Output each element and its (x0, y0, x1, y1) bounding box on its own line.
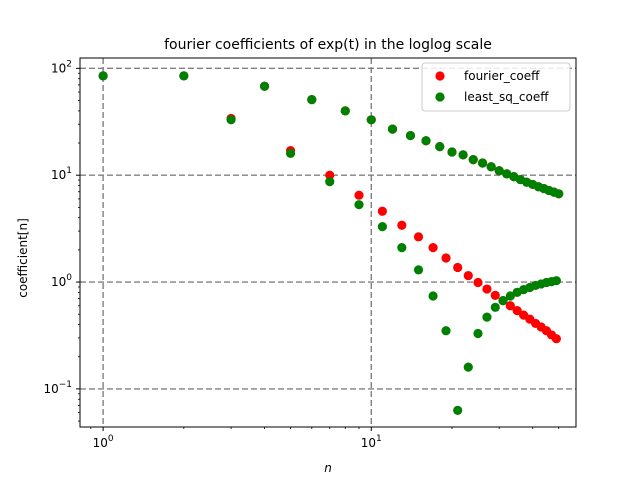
fourier_coeff-point (397, 220, 407, 230)
least_sq_coeff-point (453, 405, 463, 415)
least_sq_coeff-point (458, 150, 468, 160)
x-tick-label: 101 (361, 434, 382, 450)
y-tick-label: 10−1 (43, 380, 72, 396)
fourier_coeff-point (413, 232, 424, 242)
least_sq_coeff-point (285, 148, 296, 158)
least_sq_coeff-point (354, 200, 364, 210)
least_sq_coeff-point (498, 296, 508, 306)
least_sq_coeff-point (259, 81, 270, 91)
least_sq_coeff-point (179, 71, 189, 81)
y-axis: 10−1 100 101 102 (43, 59, 80, 396)
least_sq_coeff-point (405, 130, 416, 141)
fourier_coeff-point (354, 190, 364, 200)
fourier_coeff-point (512, 306, 522, 316)
least_sq_coeff-point (340, 106, 350, 116)
least_sq_coeff-point (397, 243, 407, 253)
least_sq_coeff-point (447, 147, 457, 157)
plot-background (80, 58, 576, 427)
fourier_coeff-point (463, 270, 473, 281)
fourier_coeff-point (490, 290, 500, 301)
series-least_sq_coeff (98, 71, 564, 415)
legend-marker (435, 71, 445, 81)
fourier_coeff-point (441, 253, 451, 263)
least_sq_coeff-point (482, 312, 492, 322)
least_sq_coeff-point (435, 142, 445, 152)
least_sq_coeff-point (441, 326, 451, 336)
least_sq_coeff-point (421, 136, 431, 146)
least_sq_coeff-point (490, 302, 500, 312)
fourier_coeff-point (482, 284, 492, 294)
least_sq_coeff-point (325, 177, 335, 187)
chart-title: fourier coefficients of exp(t) in the lo… (164, 37, 492, 53)
least_sq_coeff-point (551, 276, 561, 286)
least_sq_coeff-point (554, 189, 564, 199)
least_sq_coeff-point (477, 158, 488, 168)
y-tick-label: 100 (51, 273, 72, 289)
x-tick-label: 100 (93, 434, 114, 450)
legend-label: fourier_coeff (464, 69, 540, 83)
least_sq_coeff-point (226, 115, 236, 125)
fourier_coeff-point (551, 334, 561, 344)
least_sq_coeff-point (502, 169, 512, 179)
least_sq_coeff-point (486, 162, 496, 172)
x-axis-label: n (324, 461, 332, 475)
least_sq_coeff-point (468, 154, 478, 165)
plot-frame (79, 57, 577, 428)
least_sq_coeff-point (366, 115, 376, 125)
fourier_coeff-point (325, 170, 335, 180)
y-axis-label: coefficient[n] (16, 218, 30, 298)
least_sq_coeff-point (377, 222, 387, 232)
y-tick-label: 102 (51, 59, 72, 75)
legend-marker (435, 92, 445, 102)
least_sq_coeff-point (473, 328, 483, 339)
fourier_coeff-point (428, 243, 438, 253)
fourier_coeff-point (453, 262, 463, 273)
fourier_coeff-point (505, 301, 515, 311)
least_sq_coeff-point (428, 291, 438, 301)
y-tick-label: 101 (51, 166, 72, 182)
least_sq_coeff-point (505, 291, 515, 301)
least_sq_coeff-point (463, 362, 473, 372)
least_sq_coeff-point (307, 95, 317, 105)
least_sq_coeff-point (98, 71, 108, 81)
fourier_coeff-point (473, 277, 483, 288)
legend-box (421, 62, 571, 112)
legend: fourier_coeff least_sq_coeff (421, 62, 571, 112)
least_sq_coeff-point (413, 265, 424, 275)
fourier_coeff-point (377, 206, 387, 216)
least_sq_coeff-point (494, 166, 504, 176)
x-axis: 100 101 (93, 427, 382, 450)
legend-label: least_sq_coeff (464, 90, 549, 104)
least_sq_coeff-point (387, 124, 398, 134)
plot-area (80, 58, 576, 427)
data-points (98, 71, 564, 415)
